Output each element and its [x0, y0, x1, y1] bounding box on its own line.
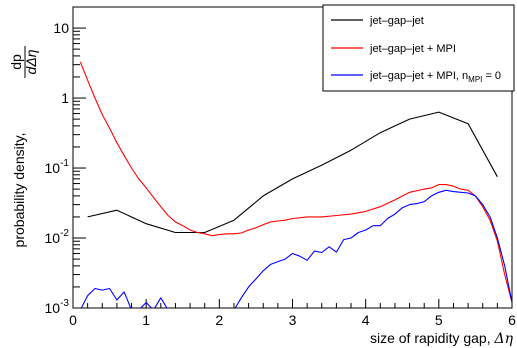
legend-label-jgj-mpi-n0-main: jet–gap–jet + MPI, n: [369, 70, 468, 82]
y-axis-fraction-numerator: dp: [8, 54, 24, 70]
legend-label-jgj-mpi-n0: jet–gap–jet + MPI, nMPI = 0: [369, 70, 501, 84]
y-axis-title: probability density,: [11, 133, 27, 248]
x-tick-label: 3: [289, 312, 297, 328]
x-axis-title-symbol: Δη: [494, 331, 514, 347]
legend-label-jgj-mpi-n0-sub: MPI: [468, 75, 482, 84]
series-layer: [79, 61, 512, 308]
legend-label-jgj-mpi: jet–gap–jet + MPI: [369, 43, 456, 55]
y-axis-title-main: probability density,: [11, 133, 27, 248]
y-tick-label: 10-2: [45, 228, 70, 246]
y-ticks: 10-3 10-2 10-1 1 10: [45, 6, 86, 316]
legend-label-jgj: jet–gap–jet: [369, 15, 424, 27]
legend-label-jgj-mpi-n0-tail: = 0: [482, 70, 501, 82]
y-tick-label: 10-1: [45, 158, 70, 176]
x-tick-label: 4: [362, 312, 370, 328]
series-line-2: [80, 189, 512, 308]
y-axis-fraction-denominator: dΔη: [23, 49, 39, 74]
y-tick-label: 1: [61, 90, 69, 106]
x-tick-label: 1: [142, 312, 150, 328]
x-tick-label: 5: [435, 312, 443, 328]
x-ticks: 0 1 2 3 4 5 6: [69, 299, 516, 328]
x-tick-label: 0: [69, 312, 77, 328]
y-tick-label: 10: [53, 20, 69, 36]
x-axis-title-main: size of rapidity gap,: [370, 330, 495, 346]
y-axis-fraction: dp dΔη: [8, 46, 39, 78]
x-tick-label: 2: [215, 312, 223, 328]
y-tick-label: 10-3: [45, 298, 70, 316]
x-tick-label: 6: [508, 312, 516, 328]
series-line-0: [87, 111, 498, 234]
legend: jet–gap–jet jet–gap–jet + MPI jet–gap–je…: [322, 4, 515, 92]
x-axis-title: size of rapidity gap, Δη: [370, 330, 514, 347]
series-line-1: [79, 61, 512, 303]
